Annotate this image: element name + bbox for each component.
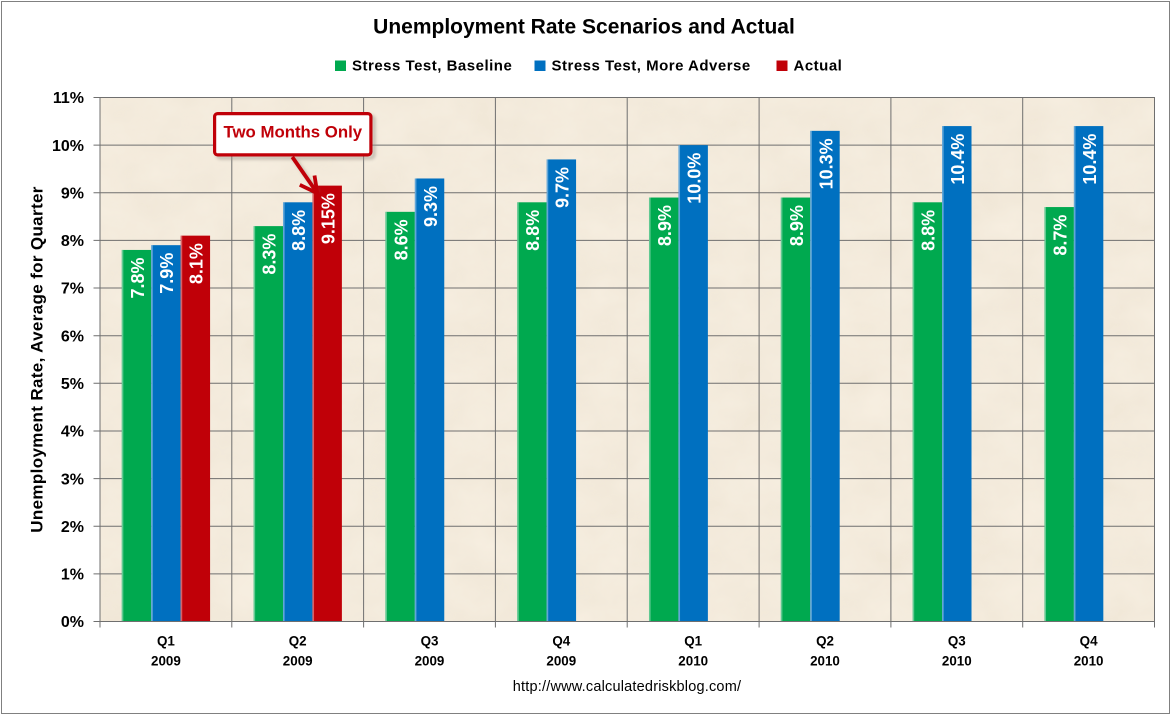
svg-text:7.9%: 7.9% [157, 253, 177, 294]
svg-text:8.8%: 8.8% [289, 210, 309, 251]
svg-text:6%: 6% [61, 328, 84, 345]
svg-text:10%: 10% [52, 138, 84, 155]
svg-text:2009: 2009 [283, 653, 313, 668]
svg-text:9%: 9% [61, 186, 84, 203]
svg-text:Unemployment Rate, Average for: Unemployment Rate, Average for Quarter [28, 186, 47, 532]
svg-text:9.15%: 9.15% [318, 193, 338, 244]
svg-text:9.3%: 9.3% [421, 186, 441, 227]
svg-text:8%: 8% [61, 233, 84, 250]
svg-text:3%: 3% [61, 471, 84, 488]
svg-text:Actual: Actual [794, 57, 843, 74]
svg-text:10.3%: 10.3% [816, 138, 836, 189]
svg-text:11%: 11% [53, 90, 84, 107]
svg-text:1%: 1% [61, 567, 84, 584]
svg-text:2010: 2010 [1074, 653, 1104, 668]
svg-text:Q2: Q2 [289, 634, 307, 649]
svg-text:2009: 2009 [151, 653, 181, 668]
svg-text:2010: 2010 [678, 653, 708, 668]
svg-text:Q1: Q1 [684, 634, 702, 649]
svg-text:8.6%: 8.6% [391, 219, 411, 260]
svg-text:Q4: Q4 [552, 634, 570, 649]
svg-text:2009: 2009 [415, 653, 445, 668]
svg-text:Q1: Q1 [157, 634, 175, 649]
svg-text:7.8%: 7.8% [128, 257, 148, 298]
svg-text:8.1%: 8.1% [187, 243, 207, 284]
svg-text:2010: 2010 [942, 653, 972, 668]
svg-text:4%: 4% [61, 424, 84, 441]
svg-text:7%: 7% [61, 281, 84, 298]
svg-text:5%: 5% [61, 376, 84, 393]
svg-text:2%: 2% [61, 519, 84, 536]
svg-text:2009: 2009 [546, 653, 576, 668]
svg-text:Stress Test, More Adverse: Stress Test, More Adverse [552, 57, 751, 74]
svg-text:8.7%: 8.7% [1050, 215, 1070, 256]
svg-text:0%: 0% [61, 614, 84, 631]
svg-text:Q4: Q4 [1080, 634, 1098, 649]
svg-text:Q3: Q3 [421, 634, 439, 649]
svg-text:Two Months Only: Two Months Only [224, 123, 363, 142]
svg-text:10.4%: 10.4% [948, 134, 968, 185]
svg-text:8.9%: 8.9% [655, 205, 675, 246]
svg-text:9.7%: 9.7% [553, 167, 573, 208]
svg-text:10.4%: 10.4% [1080, 134, 1100, 185]
svg-text:Stress Test, Baseline: Stress Test, Baseline [352, 57, 512, 74]
svg-text:Q2: Q2 [816, 634, 834, 649]
svg-text:8.8%: 8.8% [523, 210, 543, 251]
svg-text:8.8%: 8.8% [919, 210, 939, 251]
svg-text:2010: 2010 [810, 653, 840, 668]
svg-text:8.9%: 8.9% [787, 205, 807, 246]
svg-text:Q3: Q3 [948, 634, 966, 649]
svg-text:Unemployment Rate Scenarios an: Unemployment Rate Scenarios and Actual [373, 16, 795, 39]
svg-text:10.0%: 10.0% [684, 153, 704, 204]
svg-text:http://www.calculatedriskblog.: http://www.calculatedriskblog.com/ [513, 679, 742, 695]
svg-text:8.3%: 8.3% [260, 234, 280, 275]
